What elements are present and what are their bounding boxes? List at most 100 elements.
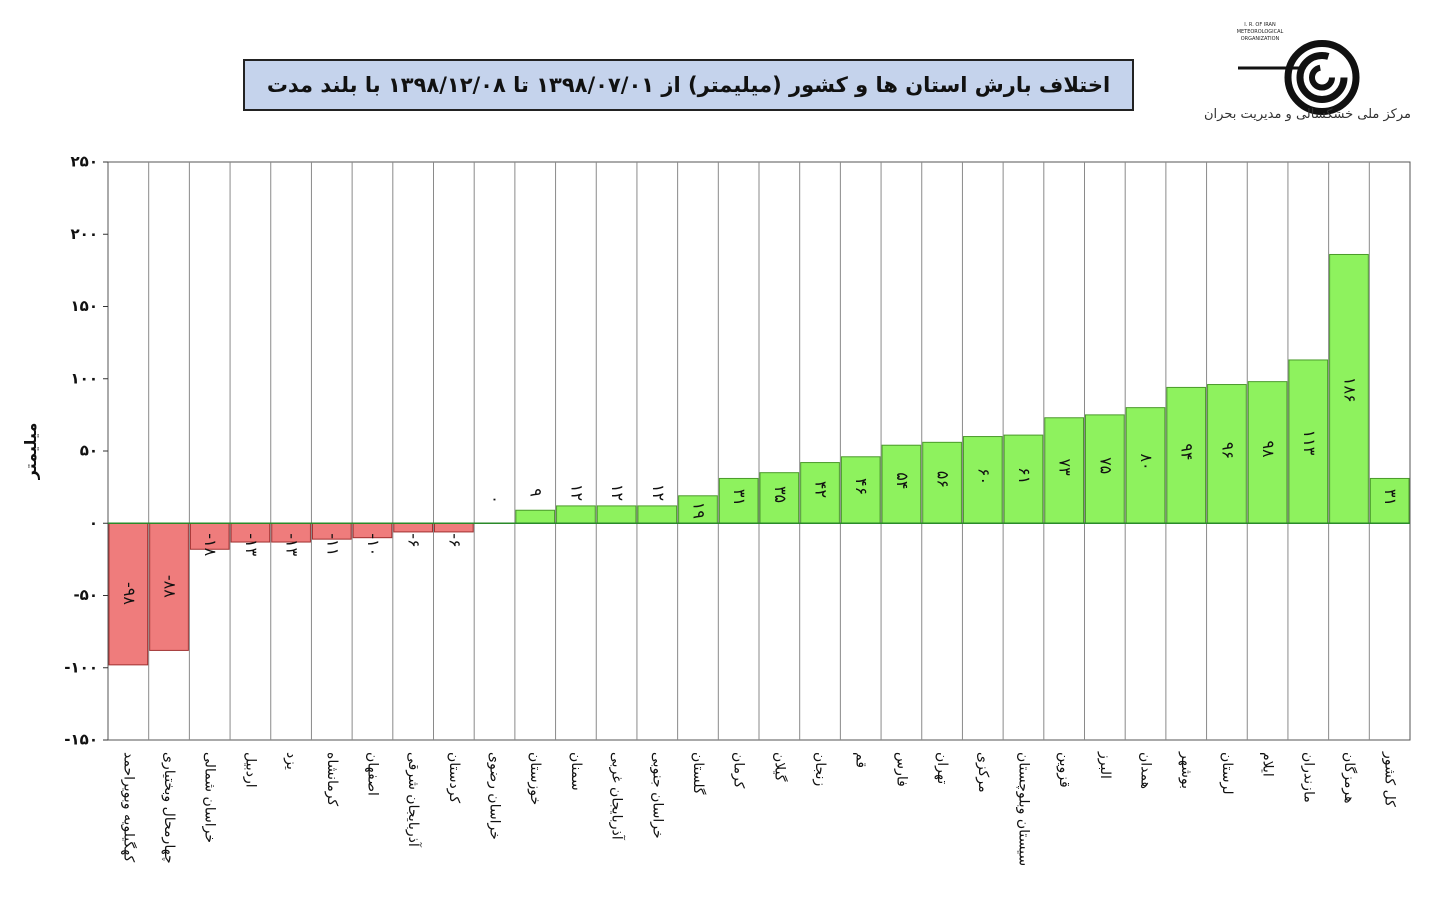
- category-label: گیلان: [771, 752, 788, 782]
- value-label: ۷۵: [1096, 457, 1115, 474]
- category-label: کرمان: [731, 752, 747, 789]
- y-tick-label: ۱۰۰: [71, 369, 98, 387]
- y-axis-label: میلیمتر: [21, 423, 40, 481]
- value-label: ۹۶: [1218, 442, 1237, 459]
- bar: [881, 444, 922, 524]
- bar: [108, 522, 149, 666]
- category-label: کهگیلویه وبویراحمد: [120, 752, 137, 863]
- value-label: ۸۰: [1137, 453, 1156, 470]
- bar: [393, 522, 433, 533]
- category-label: اردبیل: [242, 752, 258, 788]
- value-label: ۶۱: [1015, 467, 1034, 484]
- bar: [1166, 386, 1207, 524]
- y-tick-label: ۱۵۰: [71, 297, 98, 315]
- value-label: -۱۳: [242, 533, 261, 556]
- gridlines: [148, 162, 1370, 740]
- category-label: خراسان رضوی: [487, 752, 503, 840]
- value-label: ۵۴: [893, 472, 912, 489]
- bar: [434, 522, 474, 533]
- value-label: ۳۵: [771, 486, 790, 503]
- bar: [800, 462, 840, 524]
- category-label: خراسان شمالی: [202, 752, 218, 843]
- value-label: ۱۸۶: [1340, 377, 1359, 403]
- bar: [922, 441, 962, 524]
- value-label: ۳۱: [730, 489, 749, 506]
- category-label: آذربایجان غربی: [609, 752, 626, 841]
- category-label: همدان: [1138, 752, 1154, 789]
- category-label: سیستان وبلوچستان: [1015, 752, 1031, 866]
- value-label: ۱۹: [689, 502, 708, 519]
- y-tick-label: ۲۰۰: [71, 225, 98, 243]
- value-label: ۷۳: [1056, 459, 1075, 477]
- category-label: آذربایجان شرقی: [405, 752, 422, 848]
- value-label: ۳۱: [1381, 489, 1400, 506]
- y-tick-label: -۱۵۰: [64, 731, 98, 749]
- bar: [1329, 253, 1369, 524]
- value-label: ۶۰: [974, 468, 993, 485]
- logo-english-text: I. R. OF IRAN METEOROLOGICAL ORGANIZATIO…: [1236, 22, 1284, 42]
- logo-caption: مرکز ملی خشکسالی و مدیریت بحران: [1203, 107, 1411, 122]
- value-label: ۹: [527, 488, 546, 497]
- category-label: ایلام: [1260, 752, 1276, 777]
- category-label: کل کشور: [1382, 751, 1398, 807]
- bar: [556, 505, 596, 524]
- value-label: -۱۳: [283, 533, 302, 556]
- bar: [840, 456, 881, 524]
- value-label: ۴۲: [812, 481, 831, 498]
- value-label: -۱۸: [201, 533, 220, 556]
- value-label: ۱۱۳: [1300, 430, 1319, 456]
- value-label: ۵۶: [934, 471, 953, 488]
- value-label: ۴۶: [852, 478, 871, 495]
- category-label: بوشهر: [1178, 751, 1194, 789]
- value-label: -۸۸: [161, 575, 180, 598]
- value-label: ۱۲: [608, 484, 627, 501]
- category-labels: کهگیلویه وبویراحمد چهارمحال وبختیاری خراسا…: [120, 751, 1397, 866]
- bar: [1003, 434, 1044, 524]
- y-tick-label: ۵۰: [80, 442, 98, 460]
- bar: [759, 472, 800, 524]
- value-label: -۶: [405, 533, 424, 547]
- chart-title: اختلاف بارش استان ها و کشور (میلیمتر) از…: [243, 59, 1134, 111]
- value-label: ۹۸: [1259, 440, 1278, 458]
- value-label: -۶: [445, 533, 464, 547]
- category-label: لرستان: [1219, 752, 1235, 795]
- category-label: اصفهان: [364, 752, 380, 796]
- value-labels: -۹۸ -۸۸ -۱۸ -۱۳ -۱۳ -۱۱ -۱۰ -۶ -۶ ۰ ۹ ۱۲ ۱۲ ۱۲ ۱۹ ۳۱ ۳۵ ۴…: [120, 377, 1400, 606]
- value-label: -۱۰: [364, 533, 383, 556]
- category-label: خوزستان: [527, 752, 543, 805]
- value-label: ۹۴: [1178, 443, 1197, 460]
- category-label: قزوین: [1056, 752, 1072, 788]
- y-tick-label: ۰: [89, 514, 98, 532]
- bar: [962, 436, 1003, 524]
- bar: [596, 505, 637, 524]
- category-label: البرز: [1097, 751, 1113, 779]
- category-label: کردستان: [446, 752, 462, 803]
- category-label: فارس: [893, 752, 909, 787]
- bar: [189, 522, 230, 550]
- category-label: هرمزگان: [1341, 752, 1358, 804]
- bar: [1207, 384, 1247, 524]
- y-tick-label: -۱۰۰: [64, 658, 98, 676]
- category-label: گلستان: [690, 752, 707, 795]
- value-label: ۱۲: [567, 484, 586, 501]
- category-label: مرکزی: [975, 752, 991, 793]
- value-label: -۹۸: [120, 582, 139, 605]
- bar: [1044, 417, 1084, 524]
- spiral-logo-icon: [1238, 40, 1360, 115]
- category-label: سمنان: [568, 752, 584, 791]
- bar: [149, 522, 189, 651]
- value-label: -۱۱: [323, 533, 342, 556]
- category-label: یزد: [283, 752, 299, 770]
- y-axis-ticks: ۲۵۰ ۲۰۰ ۱۵۰ ۱۰۰ ۵۰ ۰ -۵۰ -۱۰۰ -۱۵۰: [64, 153, 108, 749]
- category-label: چهارمحال وبختیاری: [161, 752, 177, 864]
- bar: [678, 495, 718, 524]
- category-label: مازندران: [1300, 752, 1316, 803]
- category-label: خراسان جنوبی: [649, 752, 665, 839]
- category-label: کرمانشاه: [324, 752, 340, 806]
- value-label: ۰: [486, 495, 505, 504]
- category-label: تهران: [934, 752, 950, 784]
- value-label: ۱۲: [649, 484, 668, 501]
- bar: [515, 509, 556, 524]
- category-label: قم: [853, 752, 869, 768]
